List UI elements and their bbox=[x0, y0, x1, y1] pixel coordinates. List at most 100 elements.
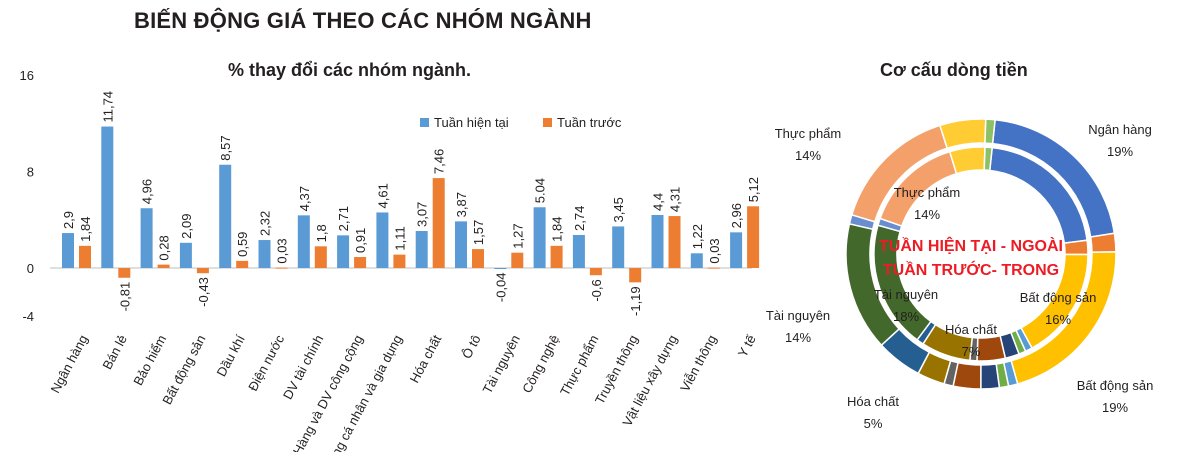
y-tick-label: 0 bbox=[27, 261, 34, 276]
bar-value-label: 3,07 bbox=[415, 202, 430, 227]
bar-value-label: -0,81 bbox=[117, 282, 132, 312]
bar-previous-week bbox=[393, 254, 406, 268]
bar-previous-week bbox=[511, 252, 524, 268]
x-category-label: DV tài chính bbox=[280, 332, 326, 402]
bar-value-label: 2,09 bbox=[179, 214, 194, 239]
outer-label-name: Bất động sản bbox=[1077, 378, 1154, 393]
x-category-label: Bán lẻ bbox=[99, 332, 130, 372]
bar-value-label: 4,37 bbox=[297, 186, 312, 211]
inner-label-name: Thực phẩm bbox=[894, 185, 961, 200]
bar-current-week bbox=[219, 164, 232, 268]
bar-value-label: 0,03 bbox=[707, 238, 722, 263]
bar-value-label: 1,11 bbox=[392, 226, 407, 250]
bar-current-week bbox=[455, 221, 467, 268]
donut-slice-previous-week bbox=[976, 334, 1007, 362]
donut-slice-previous-week bbox=[983, 146, 994, 172]
bar-previous-week bbox=[707, 267, 720, 269]
bar-current-week bbox=[297, 215, 310, 268]
bar-previous-week bbox=[157, 264, 170, 268]
bar-value-label: -0,6 bbox=[589, 279, 604, 301]
outer-label-pct: 19% bbox=[1107, 144, 1133, 159]
page-title: BIẾN ĐỘNG GIÁ THEO CÁC NHÓM NGÀNH bbox=[134, 8, 592, 33]
bar-value-label: 0,03 bbox=[275, 238, 290, 263]
x-category-label: Ngân hàng bbox=[48, 332, 91, 395]
inner-label-pct: 14% bbox=[914, 207, 940, 222]
bar-value-label: 1,8 bbox=[314, 224, 329, 242]
bar-value-label: 3,45 bbox=[611, 197, 626, 222]
bar-value-label: 1,84 bbox=[78, 217, 93, 242]
x-category-label: Y tế bbox=[735, 332, 759, 360]
donut-slice-current-week bbox=[984, 118, 996, 145]
outer-label-pct: 5% bbox=[864, 416, 883, 431]
donut-slice-current-week bbox=[980, 363, 1001, 390]
bar-value-label: 1,22 bbox=[690, 224, 705, 249]
bar-previous-week bbox=[118, 268, 131, 278]
bar-value-label: 1,84 bbox=[550, 217, 565, 242]
bar-current-week bbox=[179, 242, 192, 268]
x-category-label: Thực phẩm bbox=[557, 332, 601, 398]
bar-current-week bbox=[415, 231, 428, 268]
bar-current-week bbox=[612, 226, 625, 268]
legend-swatch bbox=[543, 118, 552, 127]
y-tick-label: 16 bbox=[20, 68, 34, 83]
inner-label-pct: 7% bbox=[962, 344, 981, 359]
donut-center-note: TUẦN HIỆN TẠI - NGOÀI bbox=[879, 236, 1063, 255]
bar-previous-week bbox=[354, 257, 367, 268]
bar-value-label: 5.04 bbox=[533, 178, 548, 203]
bar-previous-week bbox=[275, 267, 288, 269]
bar-current-week bbox=[376, 212, 389, 268]
bar-value-label: 4,31 bbox=[668, 187, 683, 212]
bar-previous-week bbox=[589, 268, 602, 276]
bar-chart-title: % thay đổi các nhóm ngành. bbox=[228, 60, 472, 80]
bar-current-week bbox=[533, 207, 546, 268]
bar-previous-week bbox=[747, 206, 760, 268]
bar-value-label: 2,9 bbox=[61, 211, 76, 229]
donut-slice-current-week bbox=[1089, 232, 1117, 253]
legend-swatch bbox=[420, 118, 429, 127]
outer-label-name: Tài nguyên bbox=[766, 308, 830, 323]
bar-value-label: 7,46 bbox=[432, 149, 447, 174]
pie-chart-title: Cơ cấu dòng tiền bbox=[880, 60, 1028, 80]
bar-current-week bbox=[101, 126, 114, 269]
bar-value-label: 4,61 bbox=[375, 183, 390, 208]
bar-value-label: 2,32 bbox=[258, 211, 273, 236]
outer-label-name: Hóa chất bbox=[847, 394, 899, 409]
outer-label-name: Ngân hàng bbox=[1088, 122, 1152, 137]
y-tick-label: -4 bbox=[22, 309, 34, 324]
x-category-label: Viễn thông bbox=[677, 332, 719, 394]
bar-value-label: 3,87 bbox=[454, 192, 469, 217]
bar-value-label: 4,4 bbox=[651, 193, 666, 211]
inner-label-pct: 18% bbox=[893, 309, 919, 324]
donut-chart: Ngân hàng 19% Bất động sản 19% Hóa chất 5% Tài… bbox=[766, 118, 1154, 431]
bar-value-label: -1,19 bbox=[628, 286, 643, 316]
bar-current-week bbox=[690, 253, 703, 268]
y-tick-label: 8 bbox=[27, 165, 34, 180]
bar-value-label: 5,12 bbox=[746, 177, 760, 202]
bar-value-label: 4,96 bbox=[140, 179, 155, 204]
inner-label-name: Tài nguyên bbox=[874, 287, 938, 302]
bar-current-week bbox=[730, 232, 743, 268]
outer-label-pct: 19% bbox=[1102, 400, 1128, 415]
bar-current-week bbox=[651, 214, 664, 268]
bar-previous-week bbox=[79, 245, 91, 268]
bar-value-label: -0,43 bbox=[196, 277, 211, 307]
bar-previous-week bbox=[314, 246, 327, 268]
bar-previous-week bbox=[472, 249, 484, 268]
donut-center-note: TUẦN TRƯỚC- TRONG bbox=[883, 260, 1059, 279]
bar-value-label: 1,57 bbox=[471, 220, 486, 245]
bar-current-week bbox=[494, 268, 507, 269]
bar-previous-week bbox=[196, 268, 209, 274]
legend-label: Tuần hiện tại bbox=[434, 115, 509, 130]
inner-label-pct: 16% bbox=[1045, 312, 1071, 327]
outer-label-pct: 14% bbox=[795, 148, 821, 163]
bar-current-week bbox=[572, 234, 585, 268]
inner-label-name: Bất động sản bbox=[1020, 290, 1097, 305]
x-category-label: Hóa chất bbox=[407, 332, 445, 385]
bar-current-week bbox=[140, 208, 153, 268]
bar-current-week bbox=[62, 233, 74, 268]
donut-slice-previous-week bbox=[1063, 239, 1089, 256]
bar-value-label: 0,59 bbox=[235, 232, 250, 257]
x-category-label: Tài nguyên bbox=[480, 332, 523, 396]
x-category-label: Điện nước bbox=[245, 332, 287, 394]
